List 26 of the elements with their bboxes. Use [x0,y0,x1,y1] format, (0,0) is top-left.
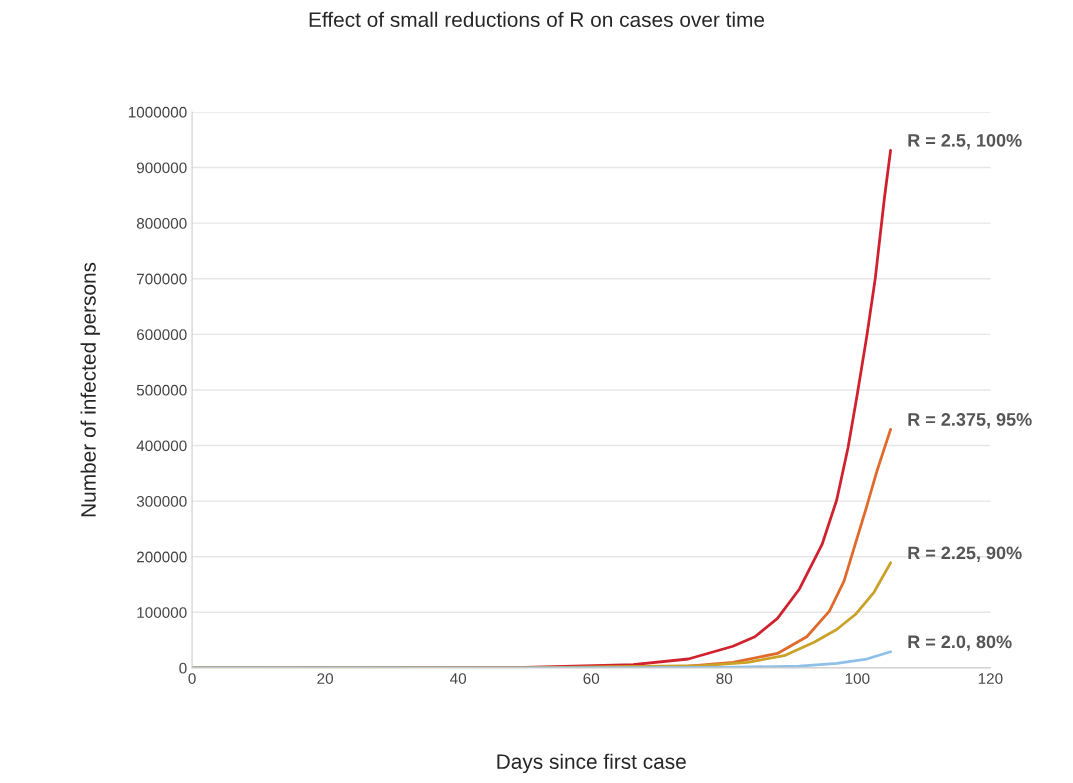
y-tick-label: 0 [179,662,187,674]
series-label: R = 2.25, 90% [908,546,1022,562]
y-tick-label: 300000 [136,495,187,507]
series-label: R = 2.5, 100% [908,133,1022,150]
x-tick-label: 20 [317,673,334,684]
x-tick-label: 0 [188,673,196,684]
series-label: R = 2.0, 80% [908,635,1012,651]
y-axis-title: Number of infected persons [80,262,100,517]
y-tick-label: 200000 [137,551,187,563]
y-tick-label: 900000 [136,162,187,174]
x-tick-label: 120 [978,673,1003,684]
y-tick-label: 1000000 [128,106,187,118]
x-tick-label: 60 [583,673,600,684]
x-tick-label: 100 [845,673,870,684]
chart-title: Effect of small reductions of R on cases over time [309,11,765,28]
x-tick-label: 80 [716,673,733,684]
y-tick-label: 500000 [136,384,187,396]
line-series [192,148,892,668]
series-label: R = 2.375, 95% [908,413,1032,429]
y-tick-label: 400000 [136,440,187,452]
y-tick-label: 800000 [136,218,187,229]
x-axis-title: Days since first case [497,753,686,774]
x-tick-label: 40 [450,673,467,684]
y-tick-label: 600000 [137,329,187,341]
y-tick-label: 700000 [137,273,187,285]
y-tick-label: 100000 [137,607,187,618]
